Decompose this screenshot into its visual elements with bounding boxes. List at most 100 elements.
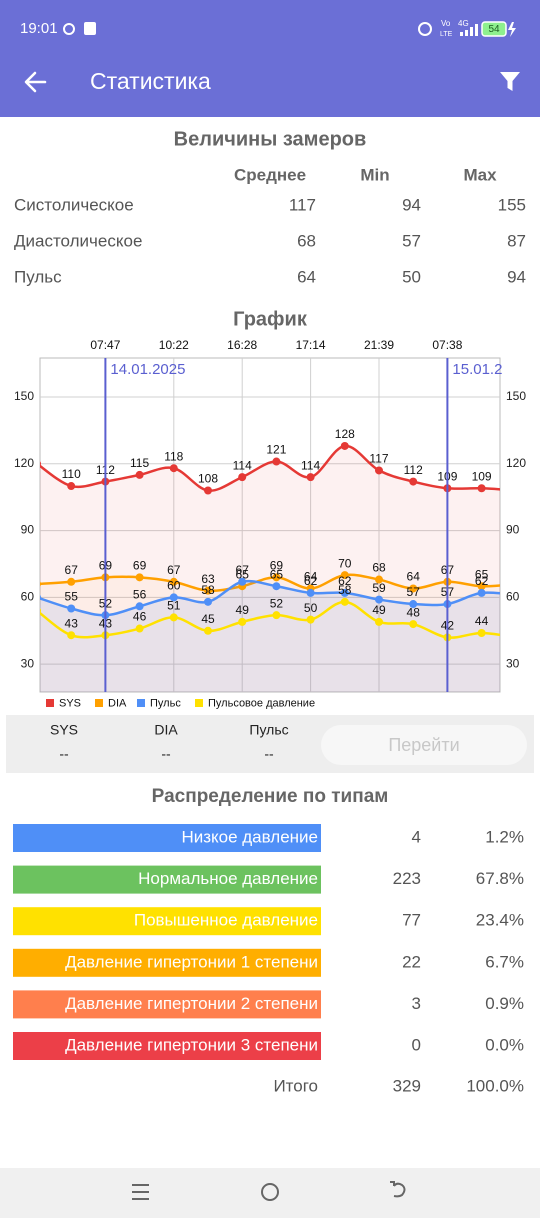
y-tick-label: 60 xyxy=(21,590,35,604)
data-point xyxy=(238,617,247,626)
type-count: 22 xyxy=(402,952,421,971)
chart-title: График xyxy=(233,308,308,330)
series-area xyxy=(40,574,500,692)
nav-home[interactable] xyxy=(261,1183,279,1201)
type-label: Нормальное давление xyxy=(138,869,318,888)
data-point xyxy=(409,477,418,486)
data-label: 128 xyxy=(335,427,355,441)
date-marker-label: 14.01.2025 xyxy=(110,361,185,378)
data-label: 67 xyxy=(236,563,250,577)
y2-tick-label: 60 xyxy=(506,590,520,604)
go-button-label[interactable]: Перейти xyxy=(388,735,459,755)
chart: 30 30 60 60 90 90 120 120 150 150 07:47 10:22 16:28 1… xyxy=(14,338,526,709)
back-button[interactable] xyxy=(24,71,47,93)
cell-value: 94 xyxy=(402,195,421,214)
data-point xyxy=(40,608,41,614)
data-label: 114 xyxy=(301,458,320,472)
cell-value: 87 xyxy=(507,231,526,250)
battery-icon xyxy=(481,21,507,37)
data-label: 52 xyxy=(270,596,284,610)
data-label: 121 xyxy=(266,443,286,457)
y-tick-label: 150 xyxy=(14,389,34,403)
data-label: 69 xyxy=(270,558,284,572)
data-point xyxy=(40,594,41,601)
type-swatch xyxy=(13,907,321,936)
y2-tick-label: 150 xyxy=(506,389,526,403)
data-point xyxy=(306,473,315,482)
type-percent: 1.2% xyxy=(485,827,524,846)
data-label: 69 xyxy=(133,558,147,572)
app-bar-bg xyxy=(0,0,540,117)
data-point xyxy=(409,620,418,629)
legend-swatch xyxy=(95,699,103,707)
data-point xyxy=(204,626,212,635)
network-label: LTE xyxy=(440,31,453,38)
data-point xyxy=(169,613,178,622)
data-point xyxy=(375,466,383,475)
data-label: 65 xyxy=(236,567,250,581)
y2-tick-label: 120 xyxy=(506,456,526,470)
data-label: 55 xyxy=(65,590,79,604)
data-label: 62 xyxy=(304,574,318,588)
network-label: Vo xyxy=(441,19,451,28)
data-point xyxy=(67,604,76,613)
data-point xyxy=(135,602,144,611)
section-title: Распределение по типам xyxy=(152,786,389,807)
data-point xyxy=(477,582,486,591)
cell-value: 94 xyxy=(507,267,526,286)
y2-tick-label: 90 xyxy=(506,523,520,537)
filter-button[interactable] xyxy=(500,72,520,91)
data-point xyxy=(375,617,383,626)
section-title: Величины замеров xyxy=(174,128,367,150)
selection-fields: SYS -- DIA -- Пульс -- xyxy=(50,722,289,762)
data-label: 51 xyxy=(167,599,181,613)
data-point xyxy=(340,597,349,606)
data-point xyxy=(306,615,315,624)
row-label: Систолическое xyxy=(14,195,134,214)
data-point xyxy=(204,597,212,606)
x-tick-label: 07:47 xyxy=(90,338,120,352)
y-tick-label: 120 xyxy=(14,456,34,470)
type-swatch xyxy=(13,1032,321,1060)
data-point xyxy=(340,588,349,597)
data-label: 68 xyxy=(372,561,386,575)
data-point xyxy=(238,473,247,482)
measurements-table: Среднее Min Max Систолическое 117 94 155 Диасто… xyxy=(14,165,526,286)
data-label: 59 xyxy=(372,581,386,595)
nav-menu[interactable] xyxy=(132,1184,149,1200)
data-label: 49 xyxy=(236,603,250,617)
status-icon xyxy=(63,23,75,35)
y2-tick-label: 30 xyxy=(506,656,520,670)
nav-back[interactable] xyxy=(390,1181,406,1198)
type-swatch xyxy=(13,990,321,1019)
data-point xyxy=(409,584,418,593)
field-label: SYS xyxy=(50,722,78,738)
data-label: 57 xyxy=(407,585,421,599)
data-label: 118 xyxy=(164,449,183,463)
legend-swatch xyxy=(195,699,203,707)
alarm-icon xyxy=(418,22,432,36)
data-label: 48 xyxy=(407,605,421,619)
row-label: Пульс xyxy=(14,267,62,286)
data-label: 114 xyxy=(233,458,252,472)
field-value: -- xyxy=(161,746,171,762)
data-point xyxy=(477,484,486,493)
x-tick-label: 16:28 xyxy=(227,338,257,352)
x-tick-label: 17:14 xyxy=(296,338,326,352)
series-area xyxy=(40,581,500,692)
total-count: 329 xyxy=(393,1076,421,1095)
cell-value: 57 xyxy=(402,231,421,250)
data-label: 115 xyxy=(130,456,149,470)
cell-value: 117 xyxy=(289,195,316,214)
data-label: 65 xyxy=(475,567,489,581)
legend-swatch xyxy=(137,699,145,707)
data-label: 63 xyxy=(201,572,215,586)
go-button[interactable] xyxy=(321,725,527,765)
status-icon xyxy=(84,22,96,35)
data-point xyxy=(204,486,212,495)
data-label: 65 xyxy=(270,567,284,581)
data-point xyxy=(272,457,281,466)
data-label: 109 xyxy=(472,469,492,483)
field-value: -- xyxy=(264,746,274,762)
